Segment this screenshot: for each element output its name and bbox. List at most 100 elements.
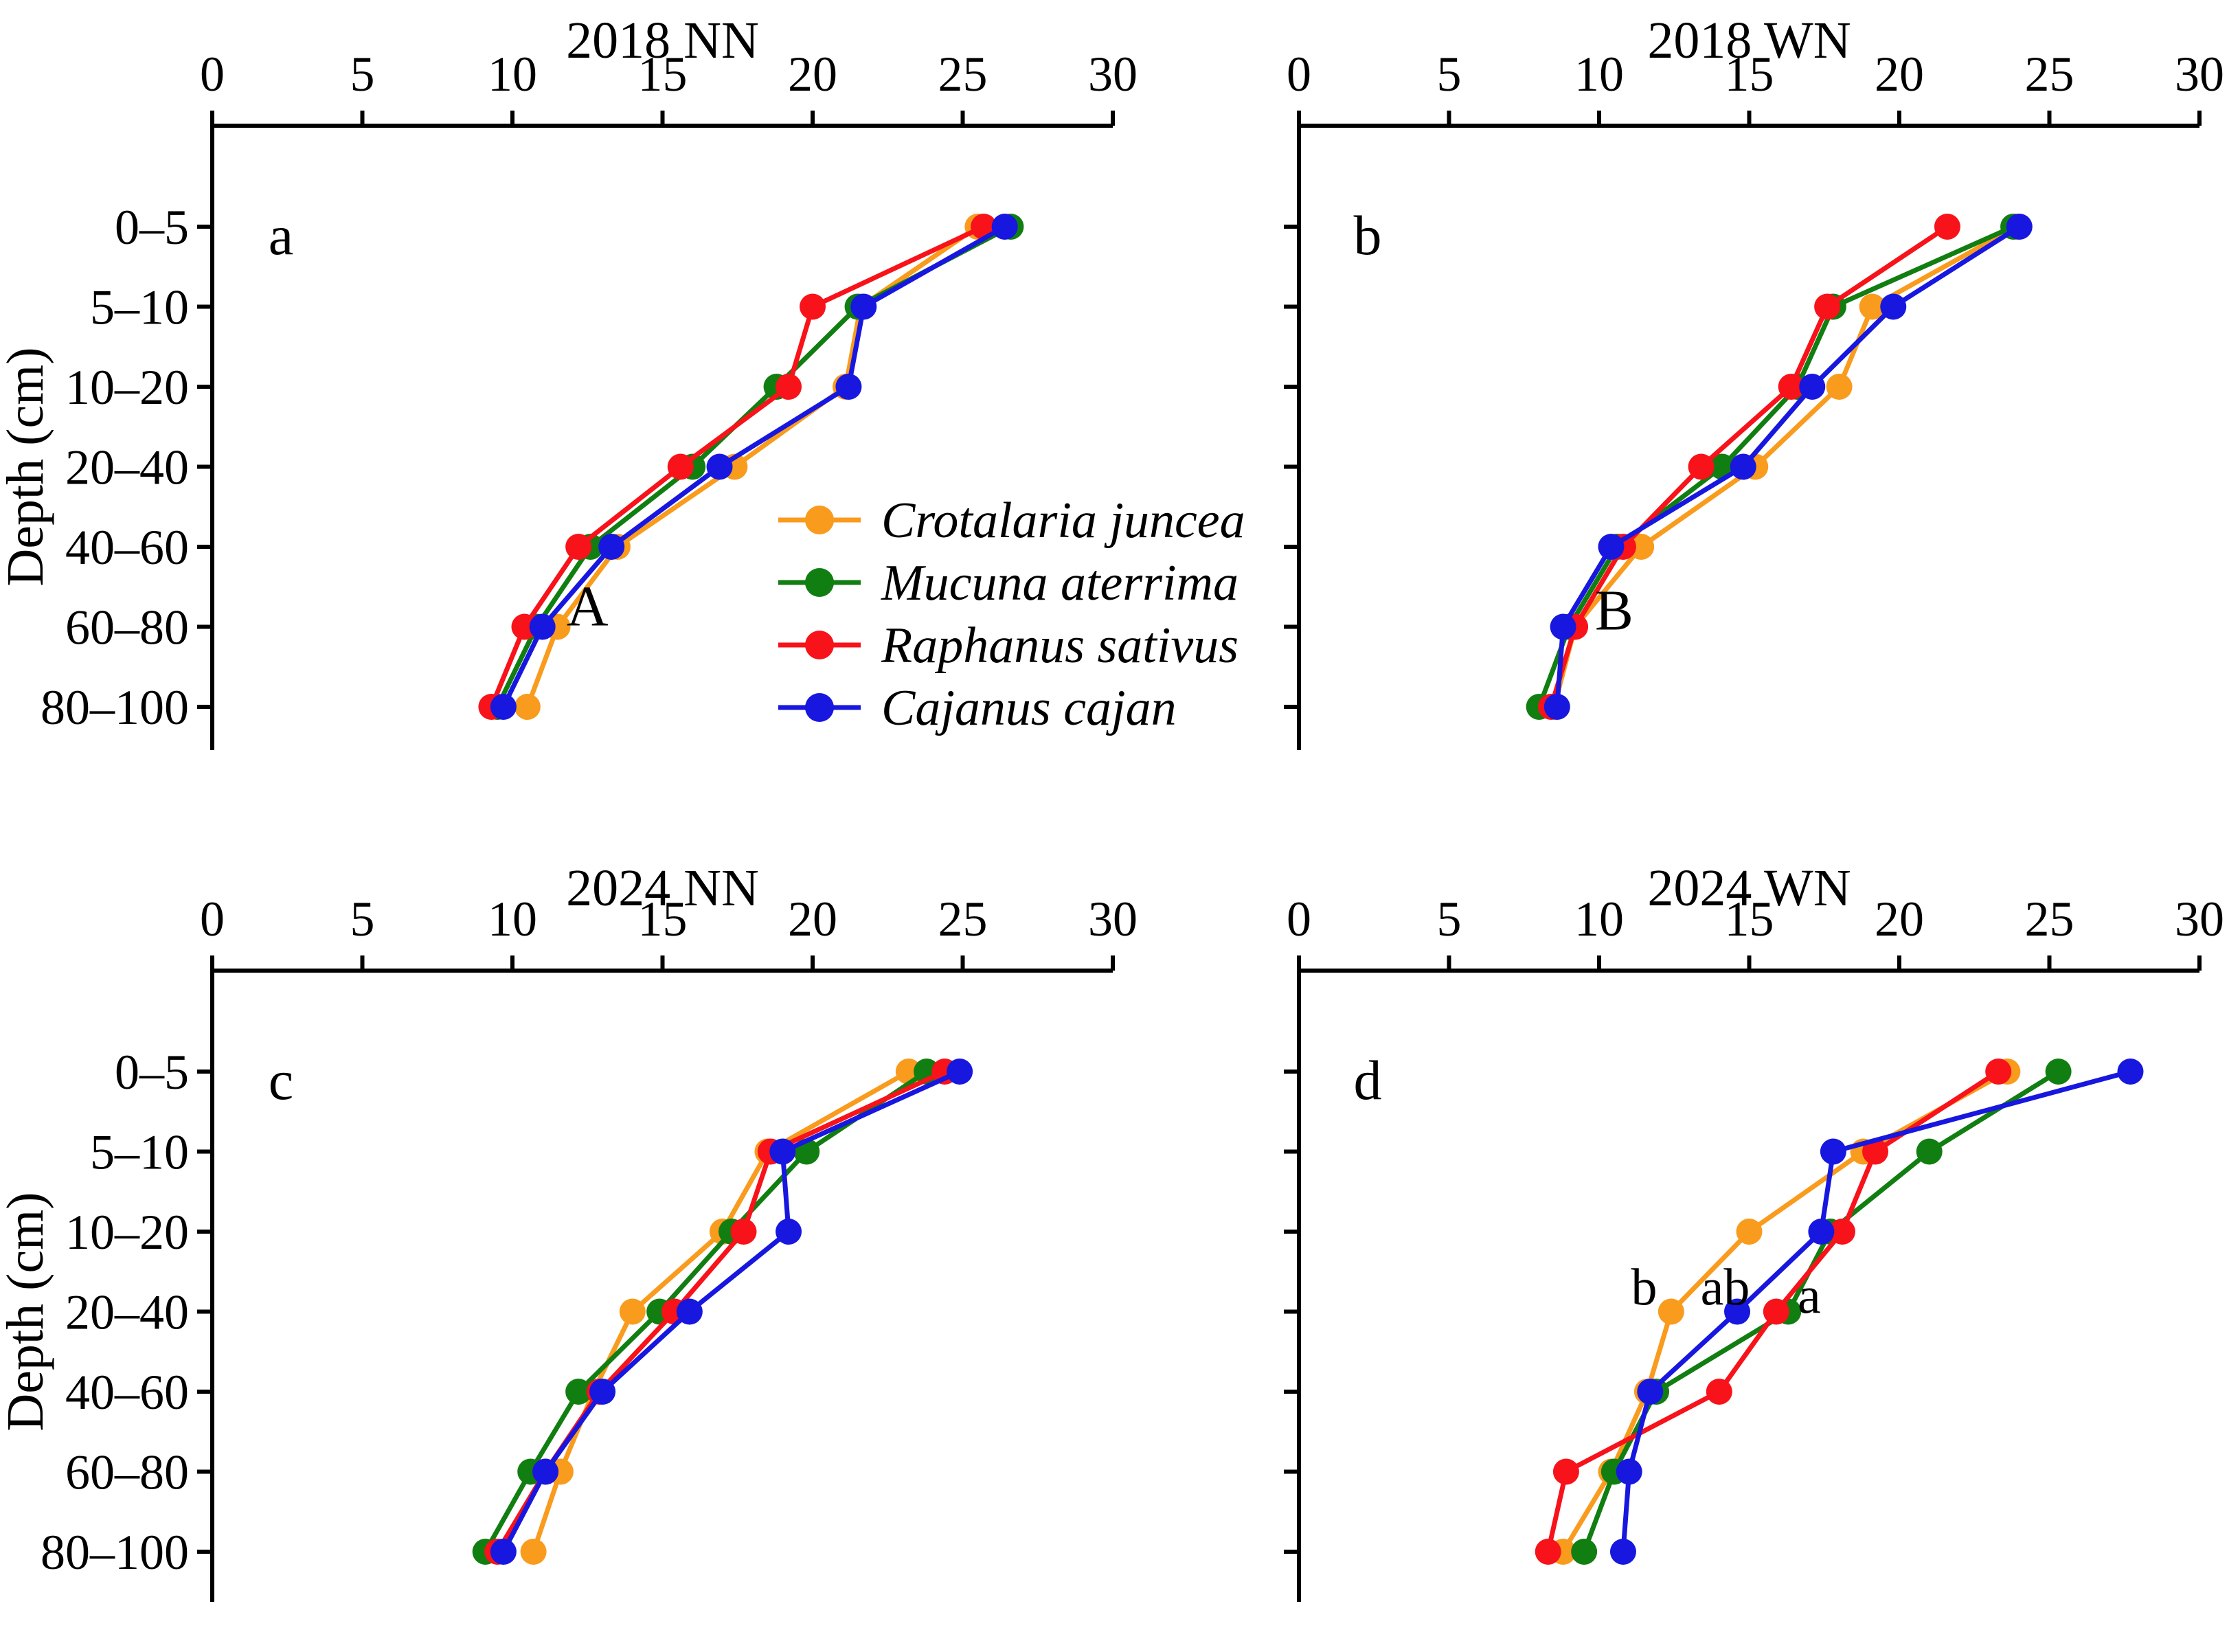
panel-d-series-point-3: [1637, 1379, 1664, 1405]
panel-d-annotation: b: [1631, 1259, 1658, 1317]
panel-b-title: 2018 WN: [1647, 12, 1851, 69]
legend-label-0: Crotalaria juncea: [881, 493, 1245, 549]
panel-a-letter: a: [269, 204, 293, 267]
panel-a-x-tick-label: 30: [1088, 47, 1138, 102]
panel-c-series-point-3: [490, 1539, 517, 1565]
panel-a-series-point-2: [511, 613, 538, 640]
panel-a-depth-tick-label: 40–60: [65, 520, 189, 575]
panel-c-series-line-3: [501, 1069, 961, 1553]
panel-d-series-point-2: [1985, 1059, 2012, 1085]
panel-b-x-tick-label: 30: [2175, 47, 2224, 102]
panel-c-x-tick-label: 15: [638, 892, 688, 947]
panel-d-series-point-1: [1571, 1539, 1598, 1565]
panel-a-depth-tick-label: 20–40: [65, 440, 189, 495]
panel-d-series-point-3: [2117, 1059, 2144, 1085]
panel-b-series-point-0: [1826, 374, 1853, 400]
panel-d-x-tick-label: 20: [1875, 892, 1924, 947]
panel-d-series-point-3: [1724, 1298, 1751, 1325]
legend-marker-0: [805, 506, 834, 534]
legend-marker-1: [805, 568, 834, 597]
panel-c-x-tick-label: 25: [938, 892, 988, 947]
panel-c-depth-tick-label: 20–40: [65, 1285, 189, 1340]
panel-d-letter: d: [1354, 1049, 1382, 1111]
panel-b-x-tick-label: 20: [1875, 47, 1924, 102]
panel-b-series-point-3: [1730, 453, 1756, 480]
panel-b-series-point-2: [1934, 214, 1960, 240]
panel-c-series-line-0: [531, 1069, 910, 1553]
panel-d-series-point-2: [1706, 1379, 1732, 1405]
panel-d-series-point-2: [1862, 1138, 1889, 1165]
panel-d-series-point-1: [1916, 1138, 1943, 1165]
panel-c-series-point-1: [565, 1379, 592, 1405]
panel-c-depth-tick-label: 10–20: [65, 1205, 189, 1260]
panel-c-letter: c: [269, 1049, 293, 1111]
panel-a-series-point-3: [850, 293, 877, 320]
panel-a-x-tick-label: 25: [938, 47, 988, 102]
panel-d-x-tick-label: 30: [2175, 892, 2224, 947]
panel-d-x-tick-label: 15: [1725, 892, 1774, 947]
panel-a-series-point-2: [800, 293, 826, 320]
panel-c-series-point-3: [947, 1059, 973, 1085]
panel-d-series-point-3: [1616, 1458, 1642, 1485]
panel-a-annotation: A: [567, 575, 609, 639]
panel-c-series-point-3: [589, 1379, 616, 1405]
panel-b-letter: b: [1354, 204, 1382, 267]
panel-d-series-point-3: [1820, 1138, 1846, 1165]
panel-a-series-point-3: [490, 694, 517, 720]
panel-a-series-point-3: [598, 534, 625, 560]
legend-label-2: Raphanus sativus: [881, 618, 1238, 674]
panel-d-annotation: a: [1798, 1267, 1821, 1325]
panel-d-series-point-2: [1535, 1539, 1561, 1565]
panel-b-series-point-2: [1814, 293, 1841, 320]
panel-a-series-point-3: [835, 374, 862, 400]
panel-a-title: 2018 NN: [566, 12, 759, 69]
panel-c-series-point-3: [532, 1458, 559, 1485]
panel-a-series-point-2: [565, 534, 592, 560]
panel-a-x-tick-label: 20: [788, 47, 837, 102]
legend-marker-2: [805, 631, 834, 659]
panel-d-series-point-2: [1829, 1219, 1855, 1245]
panel-b-annotation: B: [1595, 579, 1633, 643]
panel-c-x-tick-label: 10: [488, 892, 537, 947]
panel-c-x-tick-label: 0: [200, 892, 225, 947]
panel-c-depth-tick-label: 60–80: [65, 1445, 189, 1500]
legend-label-1: Mucuna aterrima: [881, 555, 1238, 611]
panel-a-y-axis-label: Depth (cm): [0, 347, 54, 586]
panel-c-depth-tick-label: 80–100: [41, 1525, 189, 1580]
panel-b-series-point-0: [1628, 534, 1655, 560]
panel-d-title: 2024 WN: [1647, 859, 1851, 917]
panel-a-depth-tick-label: 5–10: [90, 280, 189, 335]
panel-a-series-point-3: [991, 214, 1018, 240]
panel-a-depth-tick-label: 10–20: [65, 360, 189, 415]
panel-a-series-point-3: [706, 453, 733, 480]
panel-a-x-tick-label: 5: [350, 47, 375, 102]
panel-b-x-tick-label: 0: [1287, 47, 1311, 102]
panel-d-series-point-2: [1763, 1298, 1789, 1325]
panel-a-series-point-2: [667, 453, 694, 480]
panel-b-series-point-3: [1550, 613, 1576, 640]
panel-c-depth-tick-label: 40–60: [65, 1365, 189, 1420]
panel-c-depth-tick-label: 0–5: [115, 1045, 189, 1100]
panel-d-series-point-2: [1552, 1458, 1579, 1485]
panel-a-series-point-0: [514, 694, 541, 720]
panel-a-x-tick-label: 0: [200, 47, 225, 102]
panel-d-x-tick-label: 0: [1287, 892, 1311, 947]
panel-c-title: 2024 NN: [566, 859, 759, 917]
panel-c-series-point-3: [769, 1138, 796, 1165]
panel-a-depth-tick-label: 80–100: [41, 680, 189, 735]
panel-a-depth-tick-label: 0–5: [115, 200, 189, 255]
panel-b-series-point-3: [1543, 694, 1570, 720]
panel-b-x-tick-label: 15: [1725, 47, 1774, 102]
panel-c-x-tick-label: 5: [350, 892, 375, 947]
legend-label-3: Cajanus cajan: [881, 680, 1177, 736]
panel-d-series-point-0: [1658, 1298, 1684, 1325]
panel-c-x-tick-label: 30: [1088, 892, 1138, 947]
panel-b-series-point-3: [1880, 293, 1907, 320]
panel-d-x-tick-label: 5: [1437, 892, 1462, 947]
panel-b-series-point-3: [2006, 214, 2033, 240]
panel-b-series-point-2: [1688, 453, 1715, 480]
panel-b-x-tick-label: 10: [1574, 47, 1624, 102]
panel-c-x-tick-label: 20: [788, 892, 837, 947]
panel-d-series-point-0: [1736, 1219, 1763, 1245]
